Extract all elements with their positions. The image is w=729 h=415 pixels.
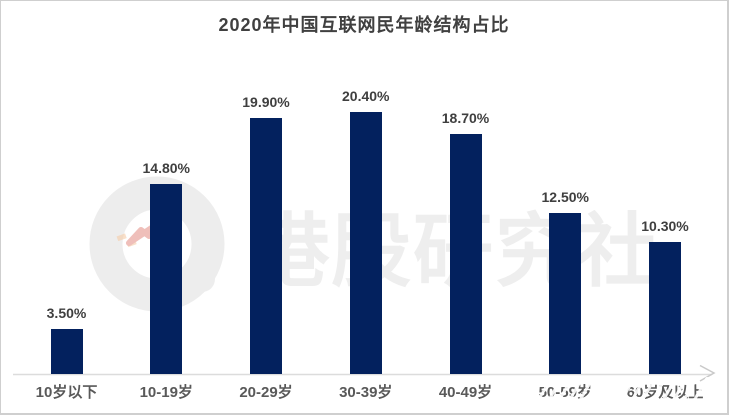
x-axis-label: 30-39岁 [339,384,393,401]
bar-value-label: 10.30% [641,218,689,234]
chart-title: 2020年中国互联网民年龄结构占比 [218,15,510,35]
bar-value-label: 12.50% [541,189,589,205]
bar [449,134,482,374]
x-axis-label: 50-59岁 [538,384,592,401]
bar-value-label: 3.50% [46,305,87,321]
bar-value-label: 18.70% [441,110,490,126]
x-axis-label: 10岁以下 [35,384,98,401]
x-axis-label: 10-19岁 [139,384,193,401]
bar [50,329,83,374]
bar [549,213,582,374]
x-axis-label: 40-49岁 [438,384,493,401]
bar-value-label: 19.90% [242,94,290,110]
x-axis-label: 20-29岁 [239,384,293,401]
bar [150,184,183,374]
bar [349,112,382,374]
x-axis-label: 60岁及以上 [626,384,704,401]
bar [250,118,282,374]
bar [649,242,681,374]
bar-value-label: 14.80% [142,160,190,176]
bar-value-label: 20.40% [342,88,390,104]
